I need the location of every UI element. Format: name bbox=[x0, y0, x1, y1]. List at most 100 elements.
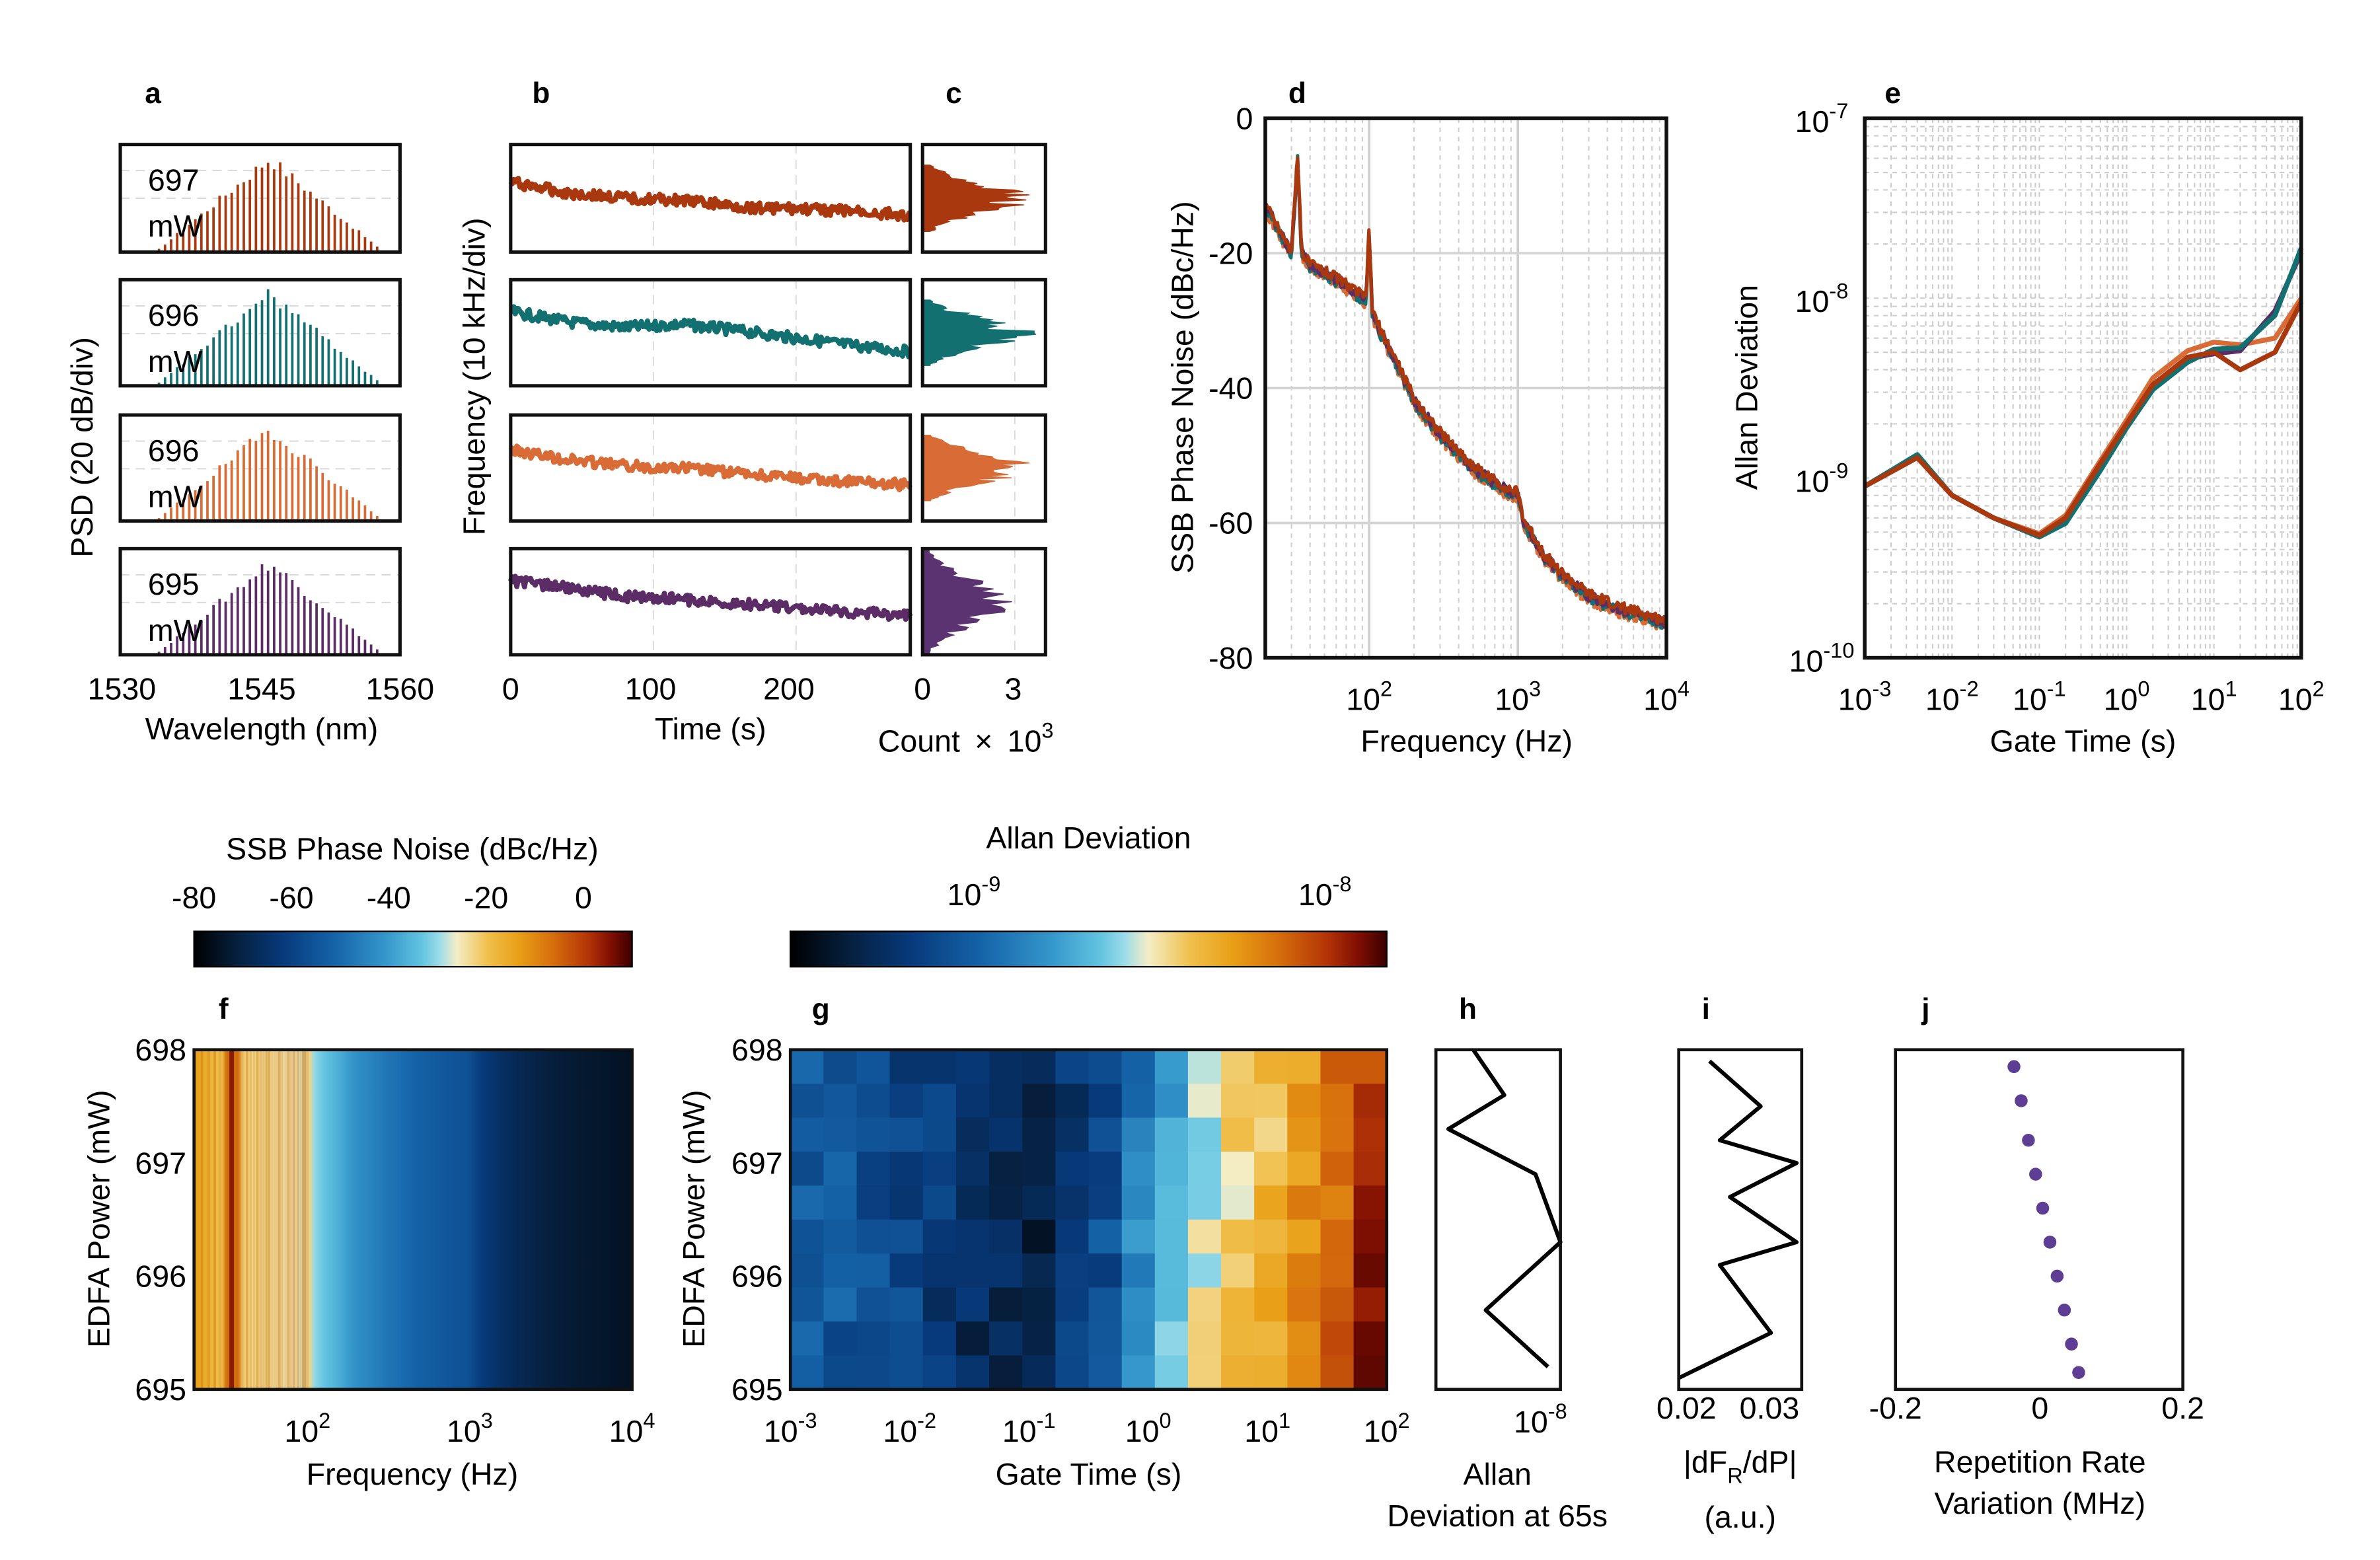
heatmap-cell bbox=[1353, 1219, 1388, 1255]
heatmap-cell bbox=[889, 1117, 924, 1152]
heatmap-cell bbox=[1055, 1151, 1090, 1187]
panel-e-axes-box bbox=[1863, 116, 2303, 660]
panel-e: e 10-3 10-2 10-1 100 101 102 10-7 10-8 10-9 10-10… bbox=[1729, 77, 2324, 759]
heatmap-cell bbox=[1022, 1321, 1057, 1356]
rep-rate-point bbox=[2072, 1366, 2085, 1379]
heatmap-cell bbox=[1088, 1219, 1123, 1255]
power-unit-label: mW bbox=[148, 613, 203, 648]
dfr-dp-curve bbox=[1678, 1059, 1799, 1380]
heatmap-stripe bbox=[213, 1049, 216, 1390]
heatmap-cell bbox=[856, 1287, 891, 1322]
histogram-area bbox=[922, 550, 1012, 654]
heatmap-cell bbox=[1022, 1355, 1057, 1390]
heatmap-cell bbox=[856, 1084, 891, 1119]
heatmap-cell bbox=[856, 1355, 891, 1390]
panel-i-xtick: 0.02 bbox=[1656, 1391, 1717, 1425]
colorbar-phase-noise-ticks: -80 -60 -40 -20 0 bbox=[172, 881, 592, 915]
heatmap-cell bbox=[989, 1355, 1023, 1390]
rep-rate-point bbox=[2065, 1337, 2078, 1351]
heatmap-cell bbox=[889, 1253, 924, 1288]
heatmap-stripe bbox=[200, 1049, 204, 1390]
heatmap-cell bbox=[1287, 1287, 1321, 1322]
heatmap-stripe bbox=[242, 1049, 245, 1390]
panel-f: f 698 697 696 695 102 103 104 Frequency (Hz) E… bbox=[82, 993, 655, 1491]
panel-b-axes-box bbox=[509, 546, 912, 657]
panel-j-xlabel-line1: Repetition Rate bbox=[1934, 1444, 2146, 1479]
histogram-area bbox=[922, 435, 1030, 501]
heatmap-cell bbox=[1221, 1117, 1255, 1152]
heatmap-cell bbox=[1287, 1049, 1321, 1085]
panel-a-axes-box bbox=[118, 413, 402, 523]
panel-d-ytick: -40 bbox=[1209, 371, 1253, 406]
heatmap-cell bbox=[955, 1049, 990, 1085]
heatmap-cell bbox=[1187, 1321, 1222, 1356]
heatmap-cell bbox=[823, 1049, 858, 1085]
heatmap-cell bbox=[823, 1355, 858, 1390]
panel-a-axes-box bbox=[118, 278, 402, 388]
power-unit-label: mW bbox=[148, 480, 203, 514]
heatmap-stripe bbox=[298, 1049, 301, 1390]
panel-e-ylabel: Allan Deviation bbox=[1729, 285, 1764, 490]
heatmap-cell bbox=[1320, 1117, 1355, 1152]
heatmap-cell bbox=[1287, 1355, 1321, 1390]
heatmap-cell bbox=[1088, 1253, 1123, 1288]
panel-f-label: f bbox=[219, 993, 229, 1025]
heatmap-stripe bbox=[270, 1049, 274, 1390]
heatmap-cell bbox=[1254, 1117, 1288, 1152]
panel-g-ytick: 698 bbox=[731, 1033, 783, 1067]
frequency-trace bbox=[509, 304, 912, 360]
heatmap-cell bbox=[955, 1219, 990, 1255]
panel-g-ytick: 697 bbox=[731, 1146, 783, 1180]
colorbar-allan: Allan Deviation 10-9 10-8 bbox=[790, 821, 1388, 968]
colorbar-phase-noise: SSB Phase Noise (dBc/Hz) -80 -60 -40 -20 0 bbox=[172, 831, 633, 968]
colorbar-allan-bar bbox=[790, 930, 1388, 968]
heatmap-stripe bbox=[265, 1049, 268, 1390]
heatmap-cell bbox=[889, 1049, 924, 1085]
heatmap-cell bbox=[1221, 1185, 1255, 1220]
heatmap-cell bbox=[1121, 1219, 1156, 1255]
panel-f-xtick: 104 bbox=[609, 1409, 655, 1448]
panel-i-label: i bbox=[1702, 993, 1710, 1025]
panel-b-axes-box bbox=[509, 413, 912, 523]
panel-h-xtick: 10-8 bbox=[1514, 1399, 1567, 1439]
panel-g-ytick: 696 bbox=[731, 1259, 783, 1294]
heatmap-stripe bbox=[259, 1049, 262, 1390]
heatmap-cell bbox=[856, 1117, 891, 1152]
heatmap-cell bbox=[955, 1253, 990, 1288]
panel-b-xlabel: Time (s) bbox=[655, 712, 766, 746]
heatmap-cell bbox=[790, 1219, 825, 1255]
heatmap-cell bbox=[790, 1355, 825, 1390]
panel-i: i 0.02 0.03 |dFR/dP| (a.u.) bbox=[1656, 993, 1804, 1534]
panel-b: b 0 100 200 Time (s) Frequency (10 kHz/d… bbox=[457, 77, 913, 746]
heatmap-cell bbox=[1154, 1084, 1189, 1119]
frequency-trace bbox=[508, 176, 912, 223]
panel-e-xtick: 101 bbox=[2191, 677, 2237, 717]
colorbar-allan-title: Allan Deviation bbox=[986, 821, 1191, 855]
heatmap-cell bbox=[922, 1253, 957, 1288]
panel-d-xtick: 103 bbox=[1495, 677, 1541, 717]
panel-j-xlabel-line2: Variation (MHz) bbox=[1935, 1486, 2146, 1520]
heatmap-cell bbox=[955, 1185, 990, 1220]
heatmap-stripe bbox=[305, 1049, 308, 1390]
heatmap-cell bbox=[1320, 1185, 1355, 1220]
heatmap-cell bbox=[790, 1049, 825, 1085]
panel-h-label: h bbox=[1459, 993, 1477, 1025]
heatmap-cell bbox=[1353, 1287, 1388, 1322]
panel-a-label: a bbox=[145, 77, 161, 110]
rep-rate-point bbox=[2015, 1094, 2028, 1107]
heatmap-cell bbox=[955, 1355, 990, 1390]
heatmap-cell bbox=[1353, 1185, 1388, 1220]
panel-f-ytick: 696 bbox=[135, 1259, 186, 1294]
panel-h-axes-box bbox=[1434, 1048, 1562, 1392]
panel-a: a 697 mW 696 mW 696 mW 695 mW 1530 1545 1560 Wa… bbox=[65, 77, 434, 746]
panel-i-plot bbox=[1677, 1048, 1804, 1392]
colorbar-allan-tick: 10-9 bbox=[948, 872, 1001, 912]
heatmap-stripe bbox=[256, 1049, 259, 1390]
heatmap-cell bbox=[1320, 1049, 1355, 1085]
heatmap-cell bbox=[1022, 1084, 1057, 1119]
heatmap-stripe bbox=[276, 1049, 278, 1390]
panel-a-xtick: 1530 bbox=[88, 671, 156, 706]
heatmap-cell bbox=[922, 1219, 957, 1255]
heatmap-cell bbox=[1353, 1355, 1388, 1390]
panel-a-xtick: 1560 bbox=[366, 671, 434, 706]
